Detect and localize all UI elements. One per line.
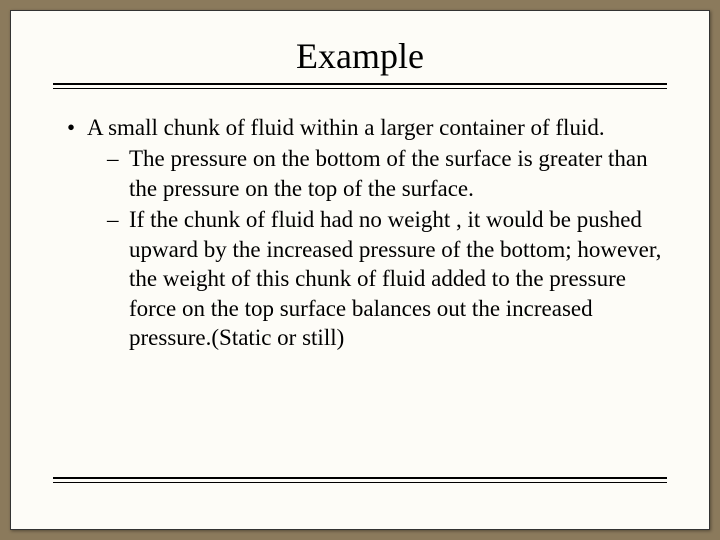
- slide-content: A small chunk of fluid within a larger c…: [53, 113, 667, 353]
- bullet-text: A small chunk of fluid within a larger c…: [87, 115, 605, 140]
- bullet-level2: If the chunk of fluid had no weight , it…: [107, 205, 667, 352]
- bullet-level1: A small chunk of fluid within a larger c…: [67, 113, 667, 353]
- title-rule: [53, 83, 667, 89]
- bullet-text: The pressure on the bottom of the surfac…: [129, 146, 648, 200]
- bullet-level2: The pressure on the bottom of the surfac…: [107, 144, 667, 203]
- slide: Example A small chunk of fluid within a …: [10, 10, 710, 530]
- footer-rule: [53, 477, 667, 483]
- bullet-text: If the chunk of fluid had no weight , it…: [129, 207, 661, 350]
- slide-title: Example: [53, 35, 667, 77]
